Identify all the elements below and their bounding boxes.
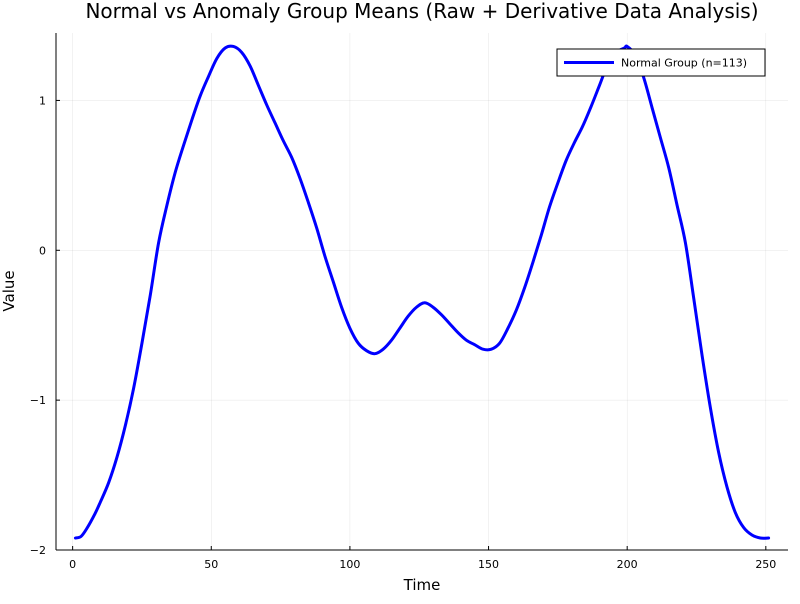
legend-label: Normal Group (n=113)	[621, 57, 747, 70]
x-tick-label: 50	[204, 558, 218, 571]
x-tick-label: 200	[617, 558, 638, 571]
tick-labels: 0 50 100 150 200 250 −2 −1 0 1	[30, 94, 777, 571]
y-tick-label: −2	[30, 544, 46, 557]
y-axis-title: Value	[0, 270, 18, 311]
y-tick-label: 0	[39, 244, 46, 257]
y-tick-label: −1	[30, 394, 46, 407]
series-line-normal-group	[73, 44, 771, 540]
x-tick-label: 100	[339, 558, 360, 571]
y-tick-label: 1	[39, 94, 46, 107]
series-layer	[73, 44, 771, 540]
axes	[55, 33, 788, 551]
grid	[56, 33, 788, 551]
x-tick-label: 150	[478, 558, 499, 571]
chart-title: Normal vs Anomaly Group Means (Raw + Der…	[85, 0, 758, 23]
x-tick-label: 0	[69, 558, 76, 571]
legend: Normal Group (n=113)	[556, 48, 766, 77]
x-tick-label: 250	[755, 558, 776, 571]
x-axis-title: Time	[403, 576, 441, 594]
